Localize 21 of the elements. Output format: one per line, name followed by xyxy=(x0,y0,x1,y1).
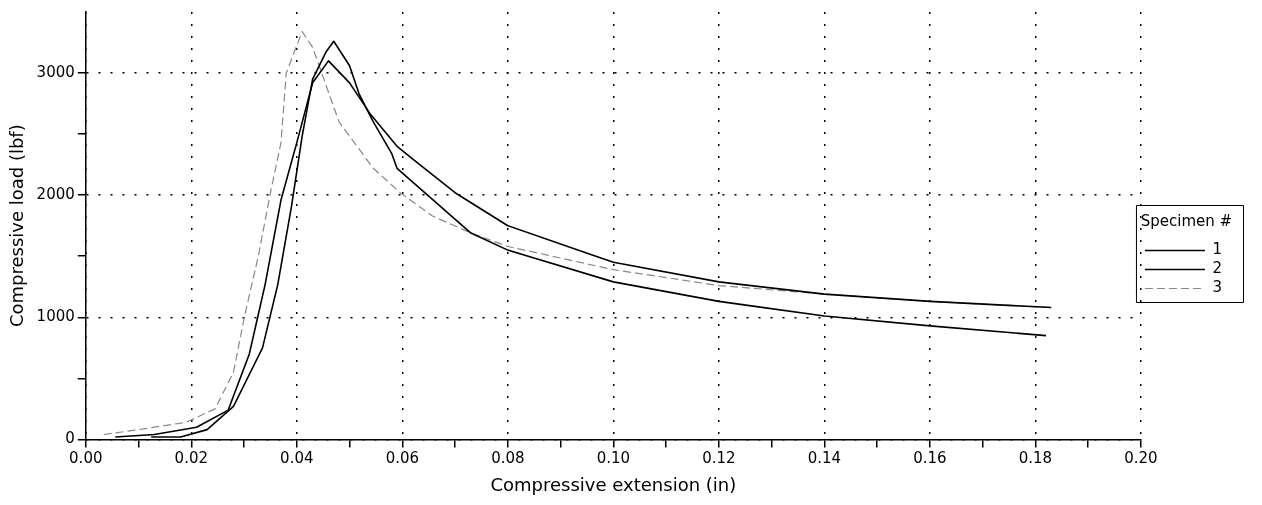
x-axis-title: Compressive extension (in) xyxy=(490,473,737,495)
x-tick-label: 0.04 xyxy=(280,449,314,468)
x-tick-label: 0.10 xyxy=(596,449,631,468)
y-tick-label: 3000 xyxy=(36,62,75,81)
legend-title: Specimen # xyxy=(1140,212,1233,231)
y-tick-label: 1000 xyxy=(36,307,75,326)
legend-label: 1 xyxy=(1212,240,1222,259)
legend-label: 2 xyxy=(1212,259,1222,278)
y-axis-title: Compressive load (lbf) xyxy=(6,124,28,328)
x-tick-label: 0.02 xyxy=(174,449,208,468)
x-tick-label: 0.00 xyxy=(69,449,103,468)
x-tick-label: 0.06 xyxy=(385,449,420,468)
x-tick-label: 0.14 xyxy=(807,449,842,468)
x-tick-label: 0.08 xyxy=(491,449,525,468)
legend-label: 3 xyxy=(1212,278,1222,297)
x-tick-label: 0.18 xyxy=(1018,449,1053,468)
x-tick-label: 0.20 xyxy=(1124,449,1158,468)
y-tick-label: 0 xyxy=(65,429,75,448)
x-tick-label: 0.16 xyxy=(913,449,947,468)
y-tick-label: 2000 xyxy=(36,185,75,204)
x-tick-label: 0.12 xyxy=(702,449,736,468)
